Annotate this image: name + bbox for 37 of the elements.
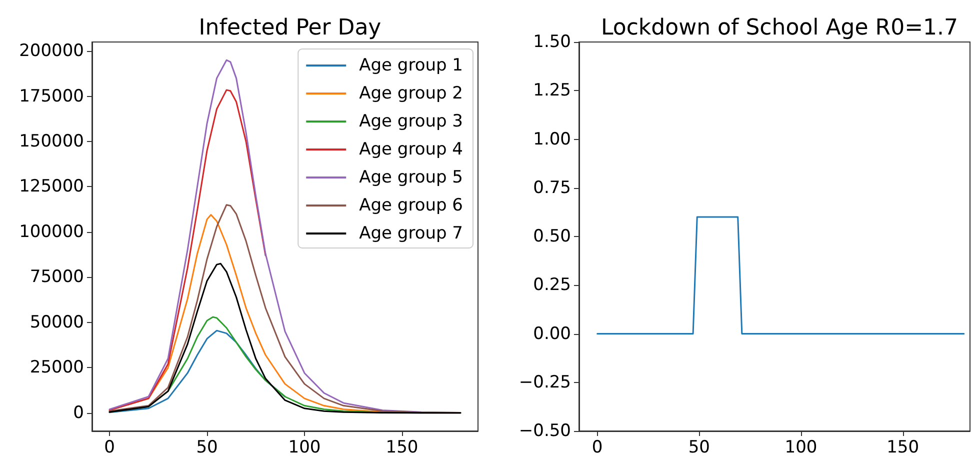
line-series — [108, 89, 266, 411]
y-tick-label: 150000 — [19, 132, 84, 152]
y-tick-label: −0.50 — [518, 421, 571, 441]
y-tick-label: −0.25 — [518, 372, 571, 392]
legend-label: Age group 5 — [359, 168, 464, 188]
y-tick-label: 175000 — [19, 86, 84, 106]
y-tick-label: 100000 — [19, 222, 84, 242]
legend-label: Age group 7 — [359, 224, 464, 244]
y-tick-label: 0.00 — [533, 324, 571, 344]
x-tick-label: 150 — [386, 438, 418, 456]
x-tick-label: 50 — [196, 438, 218, 456]
legend-label: Age group 3 — [359, 112, 464, 132]
y-tick-label: 1.25 — [533, 80, 571, 101]
legend-label: Age group 2 — [359, 84, 464, 104]
legend-label: Age group 4 — [359, 140, 464, 160]
x-tick-label: 100 — [784, 438, 818, 456]
legend-label: Age group 6 — [359, 196, 464, 216]
chart-title: Lockdown of School Age R0=1.7 — [601, 16, 958, 40]
y-tick-label: 1.00 — [533, 129, 571, 150]
x-tick-label: 0 — [104, 438, 115, 456]
y-tick-label: 50000 — [30, 312, 84, 332]
legend-label: Age group 1 — [359, 56, 464, 76]
y-tick-label: 0.50 — [533, 226, 571, 246]
y-tick-label: 1.50 — [533, 32, 571, 52]
x-tick-label: 0 — [592, 438, 603, 456]
y-tick-label: 25000 — [30, 358, 84, 378]
x-tick-label: 100 — [288, 438, 321, 456]
y-tick-label: 200000 — [19, 41, 84, 62]
y-tick-label: 0.25 — [533, 275, 571, 296]
line-series — [108, 262, 462, 414]
chart-title: Infected Per Day — [198, 16, 382, 40]
x-tick-label: 150 — [886, 438, 920, 456]
y-tick-label: 0.75 — [533, 178, 571, 198]
y-tick-label: 125000 — [19, 176, 84, 197]
x-tick-label: 50 — [688, 438, 710, 456]
y-tick-label: 75000 — [30, 267, 84, 288]
y-tick-label: 0 — [73, 402, 84, 423]
